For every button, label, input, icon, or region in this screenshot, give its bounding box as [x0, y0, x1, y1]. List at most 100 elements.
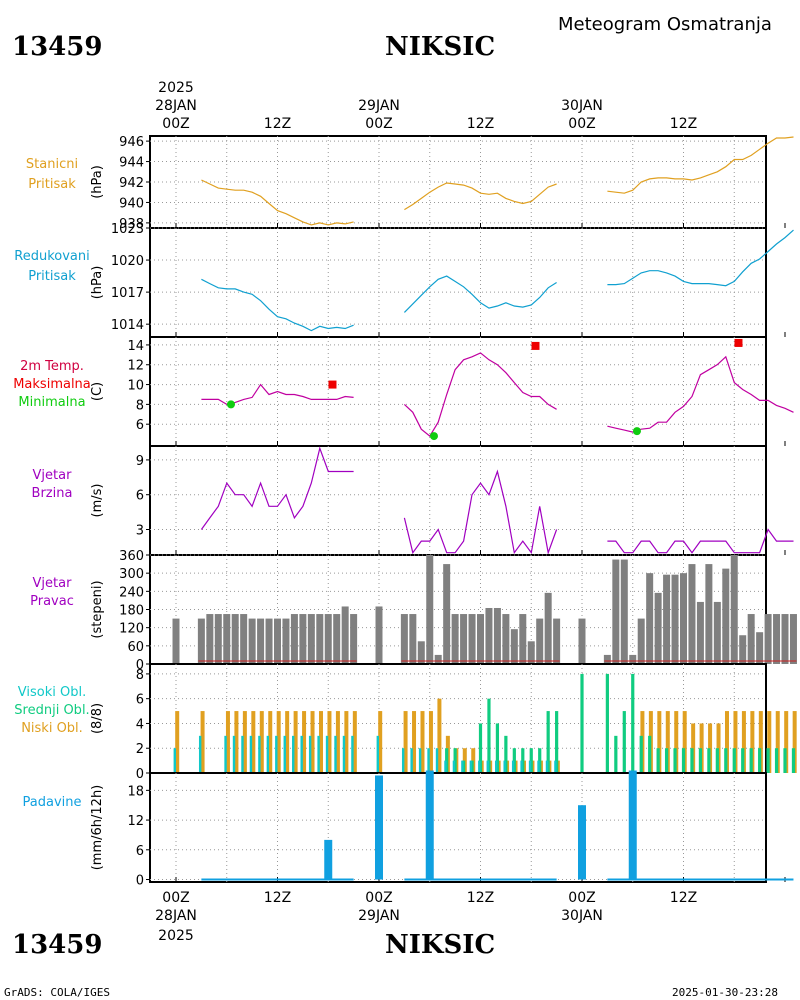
wind-dir-bar: [426, 555, 434, 664]
series-line-wind_speed: [403, 469, 558, 555]
cloud-bar-high: [410, 748, 413, 773]
cloud-bar-low: [412, 711, 417, 773]
cloud-bar-mid: [681, 748, 686, 773]
cloud-bar-low: [344, 711, 349, 773]
tmax-marker: [328, 380, 337, 389]
panel-label: Minimalna: [18, 395, 85, 410]
cloud-bar-high: [427, 748, 430, 773]
y-tick-label: 9: [136, 454, 144, 469]
wind-dir-bar: [400, 614, 408, 664]
cloud-bar-low: [741, 711, 746, 773]
y-tick-label: 18: [127, 784, 144, 799]
wind-dir-bar: [409, 614, 417, 664]
y-tick-label: 6: [136, 844, 144, 859]
cloud-bar-high: [342, 735, 346, 773]
cloud-bar-low: [733, 711, 738, 773]
y-tick-label: 0: [136, 767, 144, 782]
cloud-bar-high: [292, 735, 295, 773]
precip-bar: [375, 775, 383, 880]
time-tick-top: 12Z: [670, 116, 697, 132]
time-tick-bottom: 12Z: [670, 890, 697, 906]
wind-dir-bar: [688, 564, 696, 664]
cloud-bar-high: [444, 760, 447, 773]
wind-dir-bar: [722, 568, 730, 664]
cloud-bar-low: [259, 711, 264, 773]
cloud-bar-mid: [639, 735, 643, 773]
wind-dir-bar: [197, 618, 205, 664]
wind-dir-bar: [460, 614, 468, 664]
cloud-bar-mid: [707, 748, 711, 773]
y-tick-label: 8: [136, 668, 144, 683]
series-line-reduced_pressure: [607, 229, 794, 287]
cloud-bar-low: [784, 711, 789, 773]
wind-dir-bar: [680, 573, 687, 664]
date-label-bottom: 28JAN: [155, 908, 197, 924]
cloud-bar-high: [275, 735, 278, 773]
cloud-bar-mid: [758, 748, 762, 773]
wind-dir-bar: [350, 614, 358, 664]
y-tick-label: 0: [136, 874, 144, 889]
cloud-bar-high: [266, 735, 270, 773]
wind-dir-bar: [789, 614, 797, 664]
cloud-bar-high: [249, 735, 253, 773]
cloud-bar-high: [224, 735, 227, 773]
y-tick-label: 4: [136, 717, 144, 732]
cloud-bar-high: [334, 735, 337, 773]
cloud-bar-mid: [715, 748, 719, 773]
wind-dir-bar: [527, 641, 535, 664]
precip-bar: [324, 839, 333, 880]
date-label-bottom: 29JAN: [358, 908, 400, 924]
cloud-bar-mid: [504, 735, 508, 773]
footer-timestamp: 2025-01-30-23:28: [672, 986, 778, 999]
series-line-reduced_pressure: [201, 278, 354, 332]
panel-label: Visoki Obl.: [18, 685, 86, 700]
cloud-bar-low: [175, 711, 180, 773]
y-tick-label: 1014: [111, 318, 144, 333]
product-title: Meteogram Osmatranja: [558, 14, 772, 35]
cloud-bar-low: [302, 711, 307, 773]
wind-dir-bar: [307, 614, 315, 664]
series-line-station_pressure: [201, 179, 354, 226]
cloud-bar-mid: [487, 698, 491, 773]
wind-dir-bar: [629, 654, 637, 664]
cloud-bar-low: [420, 711, 425, 773]
wind-dir-bar: [578, 618, 586, 664]
cloud-bar-low: [403, 711, 408, 773]
y-tick-label: 180: [119, 604, 144, 619]
panel-frame-temperature: [149, 336, 767, 447]
wind-dir-bar: [451, 614, 459, 664]
wind-dir-bar: [654, 592, 662, 664]
wind-dir-bar: [747, 614, 755, 664]
wind-dir-bar: [282, 618, 290, 664]
cloud-bar-low: [674, 711, 679, 773]
tmin-marker: [226, 400, 235, 409]
cloud-bar-high: [461, 760, 464, 773]
wind-dir-bar: [341, 606, 349, 664]
wind-dir-bar: [485, 607, 493, 664]
y-tick-label: 6: [136, 418, 144, 433]
time-tick-bottom: 12Z: [264, 890, 291, 906]
cloud-bar-mid: [622, 711, 626, 773]
date-label-bottom: 30JAN: [561, 908, 603, 924]
cloud-bar-mid: [648, 735, 652, 773]
panel-label: Stanicni: [26, 157, 78, 172]
cloud-bar-high: [495, 760, 498, 773]
panel-label: Pravac: [30, 594, 74, 609]
wind-dir-bar: [333, 614, 341, 664]
wind-dir-bar: [730, 555, 738, 664]
wind-dir-bar: [773, 614, 781, 664]
wind-dir-bar: [206, 614, 214, 664]
wind-dir-bar: [231, 614, 239, 664]
year-label-top: 2025: [158, 80, 194, 96]
wind-dir-bar: [544, 592, 552, 664]
time-tick-top: 12Z: [264, 116, 291, 132]
wind-dir-bar: [756, 632, 764, 664]
date-label-top: 28JAN: [155, 98, 197, 114]
cloud-bar-mid: [732, 748, 736, 773]
panel-label: Padavine: [23, 795, 82, 810]
cloud-bar-low: [310, 711, 315, 773]
cloud-bar-high: [520, 760, 523, 773]
wind-dir-bar: [502, 614, 510, 664]
y-axis-label: (8/8): [90, 703, 105, 734]
